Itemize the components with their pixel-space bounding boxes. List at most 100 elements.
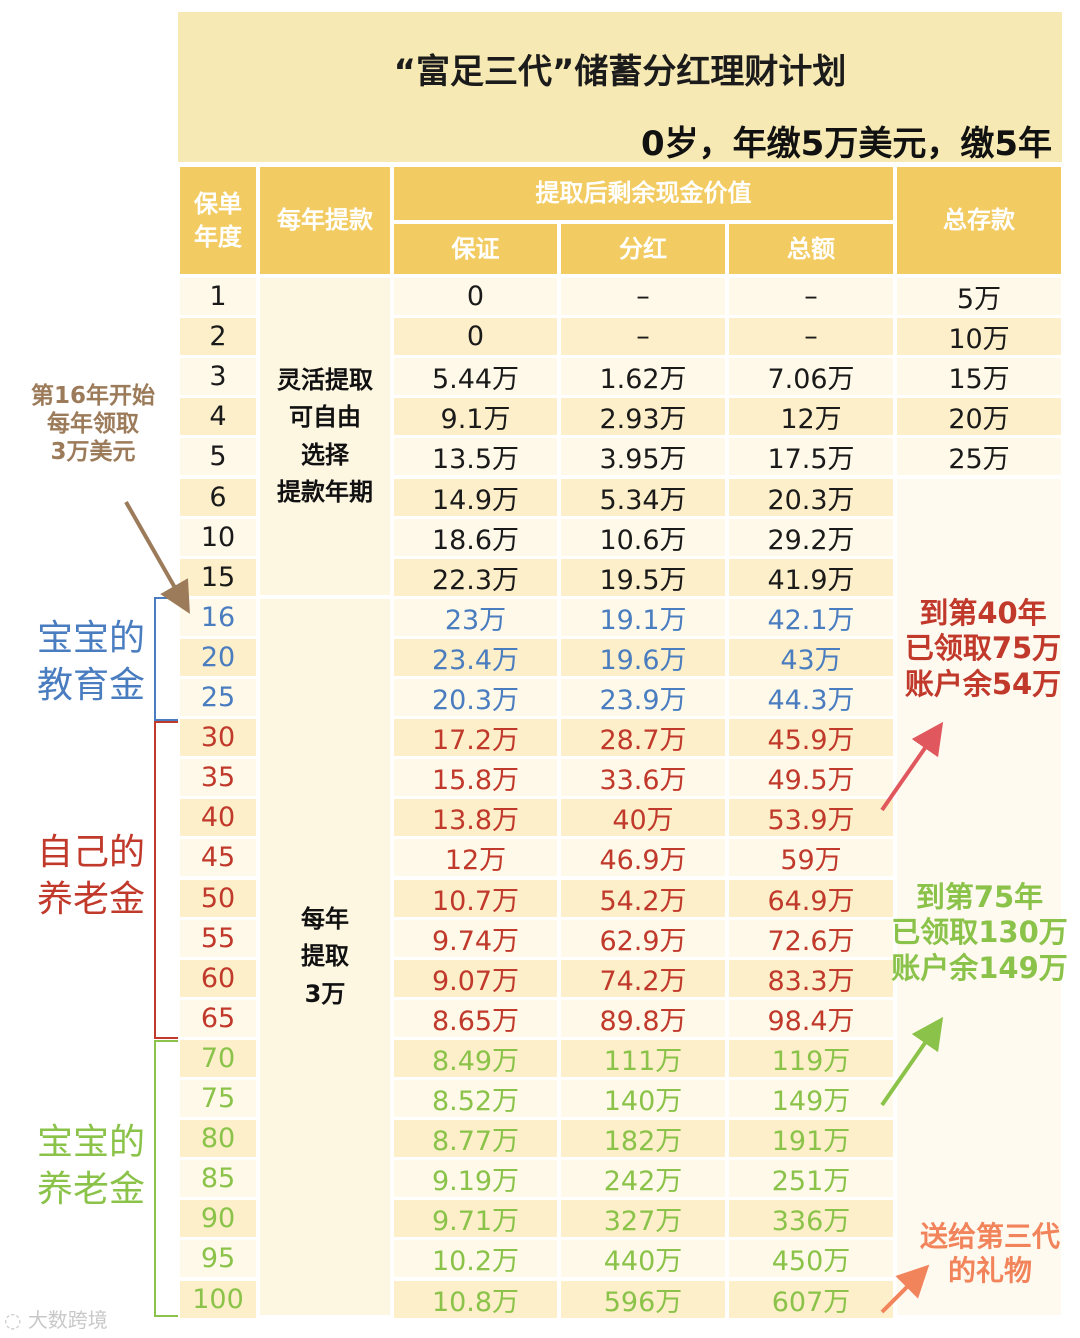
withdraw-annual-line: 每年 bbox=[301, 905, 349, 934]
cell-dividend: 19.1万 bbox=[561, 598, 725, 636]
cell-dividend: 5.34万 bbox=[561, 478, 725, 516]
page-title: “富足三代”储蓄分红理财计划 bbox=[393, 52, 847, 92]
cell-year: 75 bbox=[180, 1080, 256, 1118]
cell-dividend: 89.8万 bbox=[561, 999, 725, 1037]
withdraw-flexible-line: 选择 bbox=[301, 440, 349, 469]
watermark-logo-icon: ◌ bbox=[4, 1308, 28, 1332]
cell-guaranteed: 10.7万 bbox=[394, 879, 557, 917]
cell-total: 20.3万 bbox=[729, 478, 893, 516]
withdraw-flexible-line: 灵活提取 bbox=[277, 366, 373, 395]
cell-guaranteed: 23.4万 bbox=[394, 638, 557, 676]
edu-fund-line: 教育金 bbox=[36, 664, 145, 706]
cell-guaranteed: 13.8万 bbox=[394, 799, 557, 837]
cell-year: 55 bbox=[180, 919, 256, 957]
cell-year: 90 bbox=[180, 1200, 256, 1238]
baby-pension-line: 宝宝的 bbox=[36, 1122, 145, 1163]
cell-year: 2 bbox=[180, 318, 256, 356]
edu-fund-line: 宝宝的 bbox=[36, 618, 145, 659]
cell-dividend: 596万 bbox=[561, 1280, 725, 1318]
cell-year: 65 bbox=[180, 999, 256, 1037]
withdraw-flexible-cell: 灵活提取 可自由 选择 提款年期 bbox=[260, 278, 390, 595]
cell-total: 83.3万 bbox=[729, 959, 893, 997]
cell-dividend: 242万 bbox=[561, 1160, 725, 1198]
cell-dividend: 28.7万 bbox=[561, 719, 725, 757]
cell-guaranteed: 23万 bbox=[394, 598, 557, 636]
cell-dividend: 111万 bbox=[561, 1039, 725, 1077]
cell-year: 85 bbox=[180, 1160, 256, 1198]
cell-guaranteed: 8.65万 bbox=[394, 999, 557, 1037]
cell-guaranteed: 12万 bbox=[394, 839, 557, 877]
cell-total: 17.5万 bbox=[729, 438, 893, 476]
year75-arrow bbox=[880, 1016, 944, 1107]
year75-line: 账户余149万 bbox=[891, 950, 1068, 985]
cell-total: 42.1万 bbox=[729, 598, 893, 636]
cell-guaranteed: 9.1万 bbox=[394, 398, 557, 436]
cell-dividend: 54.2万 bbox=[561, 879, 725, 917]
year40-arrow bbox=[880, 721, 944, 812]
baby-pension-label: 宝宝的 养老金 bbox=[26, 1120, 156, 1214]
cell-year: 45 bbox=[180, 839, 256, 877]
year75-line: 已领取130万 bbox=[891, 915, 1068, 950]
cell-dividend: 40万 bbox=[561, 799, 725, 837]
year40-line: 账户余54万 bbox=[904, 666, 1062, 701]
self-bracket bbox=[154, 721, 178, 1039]
start-withdraw-line: 第16年开始 bbox=[30, 383, 155, 409]
cell-dividend: 10.6万 bbox=[561, 518, 725, 556]
cell-deposit: 5万 bbox=[897, 278, 1061, 316]
cell-total: 41.9万 bbox=[729, 558, 893, 596]
cell-dividend: 33.6万 bbox=[561, 759, 725, 797]
year40-line: 已领取75万 bbox=[904, 631, 1062, 666]
cell-guaranteed: 0 bbox=[394, 318, 557, 356]
cell-total: 450万 bbox=[729, 1240, 893, 1278]
cell-total: 64.9万 bbox=[729, 879, 893, 917]
cell-total: 251万 bbox=[729, 1160, 893, 1198]
cell-year: 4 bbox=[180, 398, 256, 436]
cell-dividend: 182万 bbox=[561, 1120, 725, 1158]
gift-arrow bbox=[880, 1264, 930, 1314]
gift-note: 送给第三代 的礼物 bbox=[900, 1220, 1080, 1288]
cell-guaranteed: 18.6万 bbox=[394, 518, 557, 556]
cell-deposit: 20万 bbox=[897, 398, 1061, 436]
cell-dividend: 440万 bbox=[561, 1240, 725, 1278]
cell-total: 72.6万 bbox=[729, 919, 893, 957]
cell-guaranteed: 17.2万 bbox=[394, 719, 557, 757]
year75-note: 到第75年 已领取130万 账户余149万 bbox=[882, 880, 1077, 986]
edu-fund-label: 宝宝的 教育金 bbox=[26, 616, 156, 710]
header-guaranteed: 保证 bbox=[394, 224, 557, 274]
cell-guaranteed: 9.74万 bbox=[394, 919, 557, 957]
year75-line: 到第75年 bbox=[915, 880, 1044, 914]
watermark: ◌ 大数跨境 bbox=[4, 1304, 108, 1333]
withdraw-flexible-line: 提款年期 bbox=[277, 477, 373, 506]
cell-dividend: – bbox=[561, 278, 725, 316]
cell-dividend: 23.9万 bbox=[561, 679, 725, 717]
cell-dividend: 1.62万 bbox=[561, 358, 725, 396]
cell-total: 44.3万 bbox=[729, 679, 893, 717]
header-total: 总额 bbox=[729, 224, 893, 274]
cell-guaranteed: 22.3万 bbox=[394, 558, 557, 596]
cell-total: 191万 bbox=[729, 1120, 893, 1158]
cell-year: 70 bbox=[180, 1039, 256, 1077]
gift-line: 送给第三代 bbox=[919, 1220, 1060, 1253]
cell-year: 5 bbox=[180, 438, 256, 476]
withdraw-annual-line: 3万 bbox=[304, 979, 346, 1008]
cell-total: 336万 bbox=[729, 1200, 893, 1238]
cell-guaranteed: 10.2万 bbox=[394, 1240, 557, 1278]
cell-year: 16 bbox=[180, 598, 256, 636]
cell-dividend: 62.9万 bbox=[561, 919, 725, 957]
cell-year: 20 bbox=[180, 638, 256, 676]
self-pension-line: 养老金 bbox=[36, 878, 145, 920]
cell-deposit: 25万 bbox=[897, 438, 1061, 476]
cell-dividend: – bbox=[561, 318, 725, 356]
withdraw-flexible-line: 可自由 bbox=[289, 403, 361, 432]
baby-pension-line: 养老金 bbox=[36, 1168, 145, 1210]
cell-dividend: 19.5万 bbox=[561, 558, 725, 596]
cell-guaranteed: 0 bbox=[394, 278, 557, 316]
cell-dividend: 3.95万 bbox=[561, 438, 725, 476]
gift-line: 的礼物 bbox=[947, 1254, 1032, 1288]
cell-total: 29.2万 bbox=[729, 518, 893, 556]
cell-year: 15 bbox=[180, 558, 256, 596]
cell-total: 12万 bbox=[729, 398, 893, 436]
cell-guaranteed: 20.3万 bbox=[394, 679, 557, 717]
watermark-text: 大数跨境 bbox=[27, 1308, 108, 1332]
